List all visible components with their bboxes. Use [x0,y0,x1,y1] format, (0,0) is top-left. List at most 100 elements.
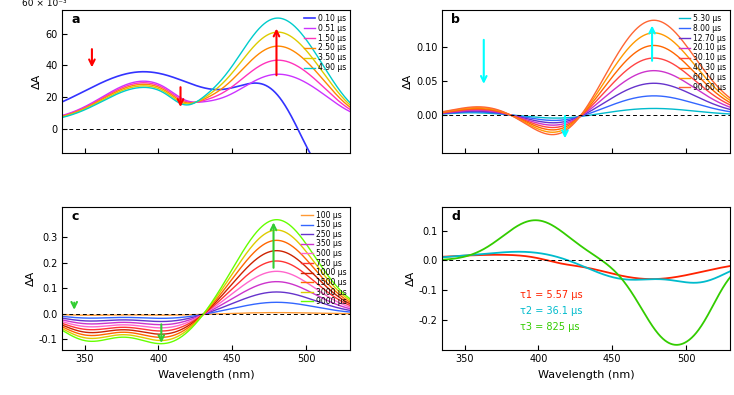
60.10 μs [726,98,734,103]
X-axis label: Wavelength (nm): Wavelength (nm) [538,370,635,380]
1.50 μs [58,113,67,118]
2.50 μs [274,44,283,49]
Line: 3000 μs: 3000 μs [62,230,350,340]
350 μs [295,284,304,289]
9000 μs [214,289,223,294]
1500 μs [195,316,204,320]
3.50 μs [214,85,222,90]
8.00 μs [549,118,558,123]
τ3 = 825 μs [575,243,584,248]
40.30 μs [675,55,684,60]
2.50 μs [195,99,203,103]
60.10 μs [548,130,557,135]
3.50 μs [229,69,238,73]
Line: 4.90 μs: 4.90 μs [62,18,350,117]
500 μs [214,301,223,306]
3000 μs [195,316,204,321]
750 μs [156,329,165,333]
4.90 μs [340,94,349,98]
9000 μs [58,328,67,333]
3000 μs [272,228,281,232]
0.10 μs [230,85,239,90]
Text: a: a [71,13,79,26]
30.10 μs [720,100,729,105]
350 μs [230,295,239,300]
5.30 μs [438,112,447,117]
τ1 = 5.57 μs [595,268,603,273]
1500 μs [295,250,304,255]
τ1 = 5.57 μs [438,254,447,259]
90.60 μs [548,132,557,137]
150 μs [230,306,239,310]
1000 μs [272,248,281,253]
250 μs [272,290,281,294]
20.10 μs [575,114,584,119]
40.30 μs [726,100,734,105]
Line: 8.00 μs: 8.00 μs [443,96,730,120]
2.50 μs [197,98,206,103]
350 μs [272,279,281,284]
2.50 μs [58,114,67,119]
τ3 = 825 μs [610,269,619,273]
60.10 μs [610,64,619,69]
40.30 μs [548,128,557,132]
90.60 μs [577,112,586,117]
4.90 μs [229,61,238,66]
0.10 μs [346,182,355,187]
90.60 μs [726,96,734,101]
100 μs [195,312,204,317]
Line: 750 μs: 750 μs [62,261,350,331]
3.50 μs [58,115,67,119]
0.51 μs [197,100,206,104]
τ1 = 5.57 μs [720,265,729,269]
250 μs [195,313,204,318]
750 μs [272,259,281,263]
1000 μs [195,315,204,320]
2.50 μs [214,89,222,94]
9000 μs [197,314,206,319]
9000 μs [340,292,349,297]
20.10 μs [610,87,619,92]
1500 μs [214,294,223,299]
9000 μs [156,341,165,346]
8.00 μs [726,109,734,114]
Line: 1.50 μs: 1.50 μs [62,60,350,116]
5.30 μs [726,112,734,117]
90.60 μs [610,57,619,62]
τ2 = 36.1 μs [610,275,619,280]
12.70 μs [549,120,558,125]
τ1 = 5.57 μs [647,277,656,282]
20.10 μs [720,103,729,107]
100 μs [58,312,67,317]
1.50 μs [340,103,349,107]
500 μs [340,303,349,307]
τ2 = 36.1 μs [577,263,586,268]
40.30 μs [575,114,584,119]
150 μs [346,310,355,314]
4.90 μs [214,81,222,86]
40.30 μs [720,97,729,102]
100 μs [197,312,206,317]
12.70 μs [720,105,729,110]
τ3 = 825 μs [595,256,603,261]
350 μs [346,307,355,311]
0.51 μs [274,72,283,77]
40.30 μs [577,113,586,117]
Y-axis label: ΔA: ΔA [26,271,36,286]
τ1 = 5.57 μs [577,264,586,269]
Line: τ1 = 5.57 μs: τ1 = 5.57 μs [443,255,730,279]
τ2 = 36.1 μs [595,270,603,275]
τ1 = 5.57 μs [675,274,684,279]
3.50 μs [195,98,203,103]
8.00 μs [610,102,619,107]
τ2 = 36.1 μs [438,255,447,260]
1.50 μs [195,99,203,104]
τ1 = 5.57 μs [610,272,619,276]
750 μs [197,313,206,318]
3000 μs [340,294,349,299]
5.30 μs [552,116,561,120]
30.10 μs [548,125,557,130]
0.10 μs [139,70,148,74]
0.51 μs [229,90,238,95]
250 μs [346,308,355,313]
